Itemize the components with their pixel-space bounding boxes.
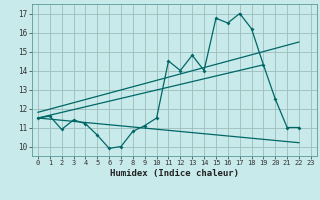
X-axis label: Humidex (Indice chaleur): Humidex (Indice chaleur)	[110, 169, 239, 178]
